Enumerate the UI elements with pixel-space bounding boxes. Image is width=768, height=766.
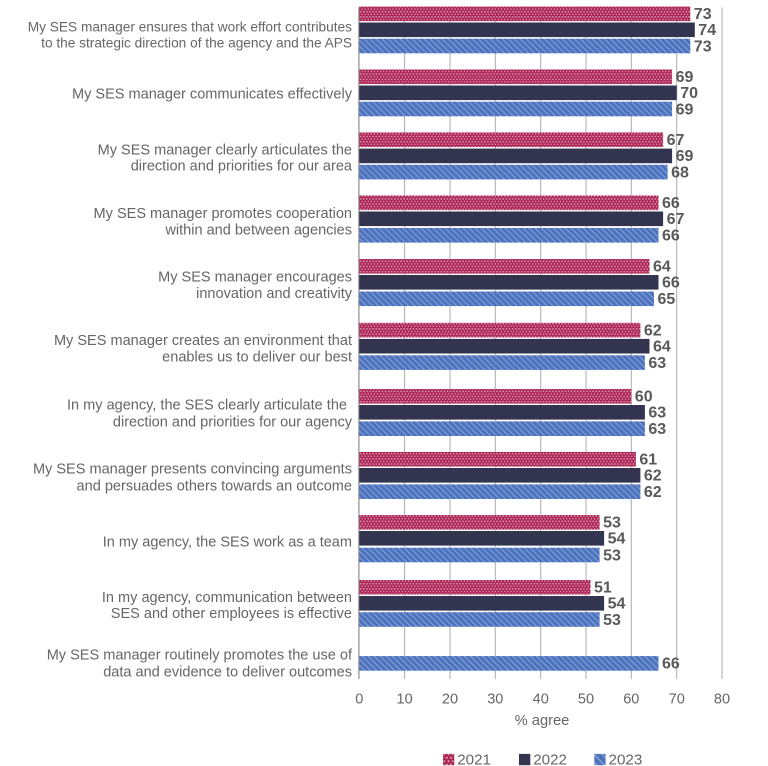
svg-text:69: 69 (676, 101, 694, 118)
svg-text:54: 54 (608, 531, 626, 548)
svg-text:66: 66 (662, 228, 680, 245)
svg-text:In my agency, the SES clearly: In my agency, the SES clearly articulate… (67, 397, 347, 413)
svg-text:2022: 2022 (533, 751, 567, 766)
svg-text:73: 73 (694, 6, 712, 23)
svg-text:73: 73 (694, 38, 712, 55)
svg-text:In my agency, communication be: In my agency, communication between (102, 590, 352, 606)
svg-text:to the strategic direction of: to the strategic direction of the agency… (41, 35, 352, 50)
svg-text:65: 65 (658, 291, 676, 308)
svg-text:60: 60 (635, 389, 653, 406)
svg-text:My SES manager communicates ef: My SES manager communicates effectively (72, 87, 353, 103)
svg-text:70: 70 (669, 692, 685, 708)
svg-text:69: 69 (676, 148, 694, 165)
svg-text:63: 63 (648, 405, 666, 422)
svg-text:67: 67 (667, 132, 685, 149)
svg-text:My SES manager presents convin: My SES manager presents convincing argum… (33, 462, 352, 478)
svg-text:63: 63 (648, 421, 666, 438)
svg-text:My SES manager encourages: My SES manager encourages (158, 269, 352, 285)
svg-text:67: 67 (667, 211, 685, 228)
svg-text:20: 20 (442, 692, 458, 708)
svg-text:60: 60 (623, 692, 639, 708)
svg-text:66: 66 (662, 195, 680, 212)
svg-text:70: 70 (680, 85, 698, 102)
svg-text:data and evidence to deliver o: data and evidence to deliver outcomes (103, 665, 352, 681)
svg-text:2023: 2023 (609, 751, 643, 766)
svg-text:40: 40 (533, 692, 549, 708)
svg-text:53: 53 (603, 612, 621, 629)
svg-text:% agree: % agree (515, 713, 570, 729)
svg-text:direction and priorities for o: direction and priorities for our area (131, 159, 353, 175)
svg-text:66: 66 (662, 656, 680, 673)
svg-text:64: 64 (653, 259, 671, 276)
svg-text:My SES manager ensures that wo: My SES manager ensures that work effort … (28, 19, 352, 34)
svg-text:61: 61 (639, 452, 657, 469)
svg-text:80: 80 (714, 692, 730, 708)
svg-text:64: 64 (653, 339, 671, 356)
svg-text:62: 62 (644, 468, 662, 485)
svg-text:My SES manager creates an envi: My SES manager creates an environment th… (54, 333, 352, 349)
svg-text:2021: 2021 (457, 751, 491, 766)
svg-text:SES and other employees is eff: SES and other employees is effective (111, 606, 352, 622)
svg-text:66: 66 (662, 275, 680, 292)
svg-text:50: 50 (578, 692, 594, 708)
svg-text:0: 0 (355, 692, 363, 708)
svg-text:My SES manager routinely promo: My SES manager routinely promotes the us… (47, 648, 353, 664)
svg-text:direction and priorities for o: direction and priorities for our agency (113, 414, 353, 430)
svg-text:enables us to deliver our best: enables us to deliver our best (162, 350, 352, 366)
svg-text:62: 62 (644, 322, 662, 339)
svg-text:62: 62 (644, 484, 662, 501)
svg-text:74: 74 (698, 22, 716, 39)
svg-text:My SES manager clearly articul: My SES manager clearly articulates the (98, 143, 352, 159)
svg-text:within and between agencies: within and between agencies (164, 222, 352, 238)
svg-text:In my agency, the SES work as: In my agency, the SES work as a team (103, 535, 352, 551)
svg-text:51: 51 (594, 580, 612, 597)
svg-text:69: 69 (676, 69, 694, 86)
svg-text:and persuades others towards a: and persuades others towards an outcome (77, 478, 352, 494)
svg-text:54: 54 (608, 596, 626, 613)
svg-text:10: 10 (397, 692, 413, 708)
svg-text:68: 68 (671, 164, 689, 181)
svg-text:53: 53 (603, 515, 621, 532)
svg-text:innovation and creativity: innovation and creativity (196, 286, 353, 302)
svg-text:63: 63 (648, 355, 666, 372)
svg-text:53: 53 (603, 547, 621, 564)
svg-text:My SES manager promotes cooper: My SES manager promotes cooperation (94, 206, 352, 222)
svg-text:30: 30 (487, 692, 503, 708)
